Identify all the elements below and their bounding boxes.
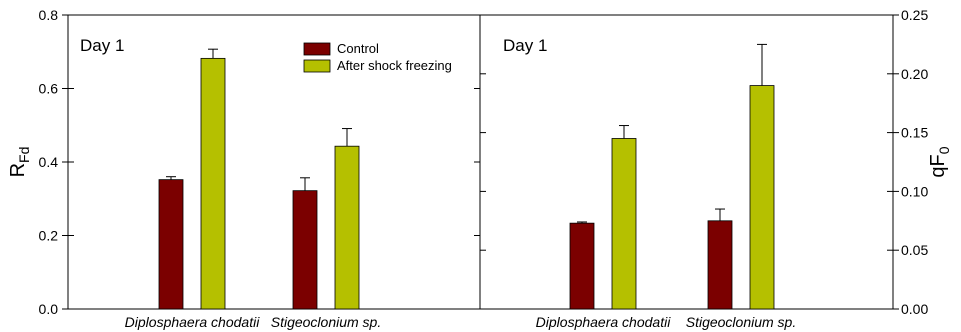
- right-y-axis-label: qF0: [927, 146, 952, 177]
- category-label: Stigeoclonium sp.: [686, 314, 797, 330]
- left-y-axis-label: RFd: [7, 147, 32, 178]
- left-panel-label: Day 1: [80, 36, 124, 55]
- category-label: Diplosphaera chodatii: [125, 314, 261, 330]
- left-y-axis-label-sub: Fd: [16, 147, 32, 163]
- chart-marks: 0.0 0.2 0.4 0.6 0.8 Diplosphaera chodatii Stig…: [39, 7, 929, 330]
- y-tick-label: 0.00: [901, 301, 928, 317]
- y-tick-label: 0.4: [39, 154, 59, 170]
- bar: [334, 145, 360, 310]
- y-tick-label: 0.20: [901, 66, 928, 82]
- y-tick-label: 0.05: [901, 242, 928, 258]
- y-tick-label: 0.6: [39, 81, 59, 97]
- legend-label-control: Control: [337, 41, 379, 56]
- panel-frame: [479, 14, 894, 310]
- bar: [569, 222, 595, 310]
- bar: [749, 85, 775, 310]
- y-tick-label: 0.2: [39, 228, 59, 244]
- left-y-axis-label-main: R: [7, 163, 29, 177]
- category-label: Diplosphaera chodatii: [536, 314, 672, 330]
- right-y-axis-label-main: qF: [927, 154, 949, 177]
- bar: [292, 190, 318, 310]
- legend-label-after-shock-freezing: After shock freezing: [337, 58, 452, 73]
- right-panel-label: Day 1: [503, 36, 547, 55]
- category-label: Stigeoclonium sp.: [271, 314, 382, 330]
- y-tick-label: 0.25: [901, 7, 928, 23]
- y-tick-label: 0.15: [901, 125, 928, 141]
- legend-swatch-after-shock-freezing: [303, 59, 331, 73]
- bar: [158, 179, 184, 310]
- y-tick-label: 0.0: [39, 301, 59, 317]
- legend: Control After shock freezing: [303, 41, 452, 73]
- y-tick-label: 0.8: [39, 7, 59, 23]
- y-tick-label: 0.10: [901, 183, 928, 199]
- legend-swatch-control: [303, 42, 331, 56]
- bar: [200, 57, 226, 310]
- bar: [707, 220, 733, 310]
- right-y-axis-label-sub: 0: [936, 146, 952, 154]
- bar: [611, 138, 637, 310]
